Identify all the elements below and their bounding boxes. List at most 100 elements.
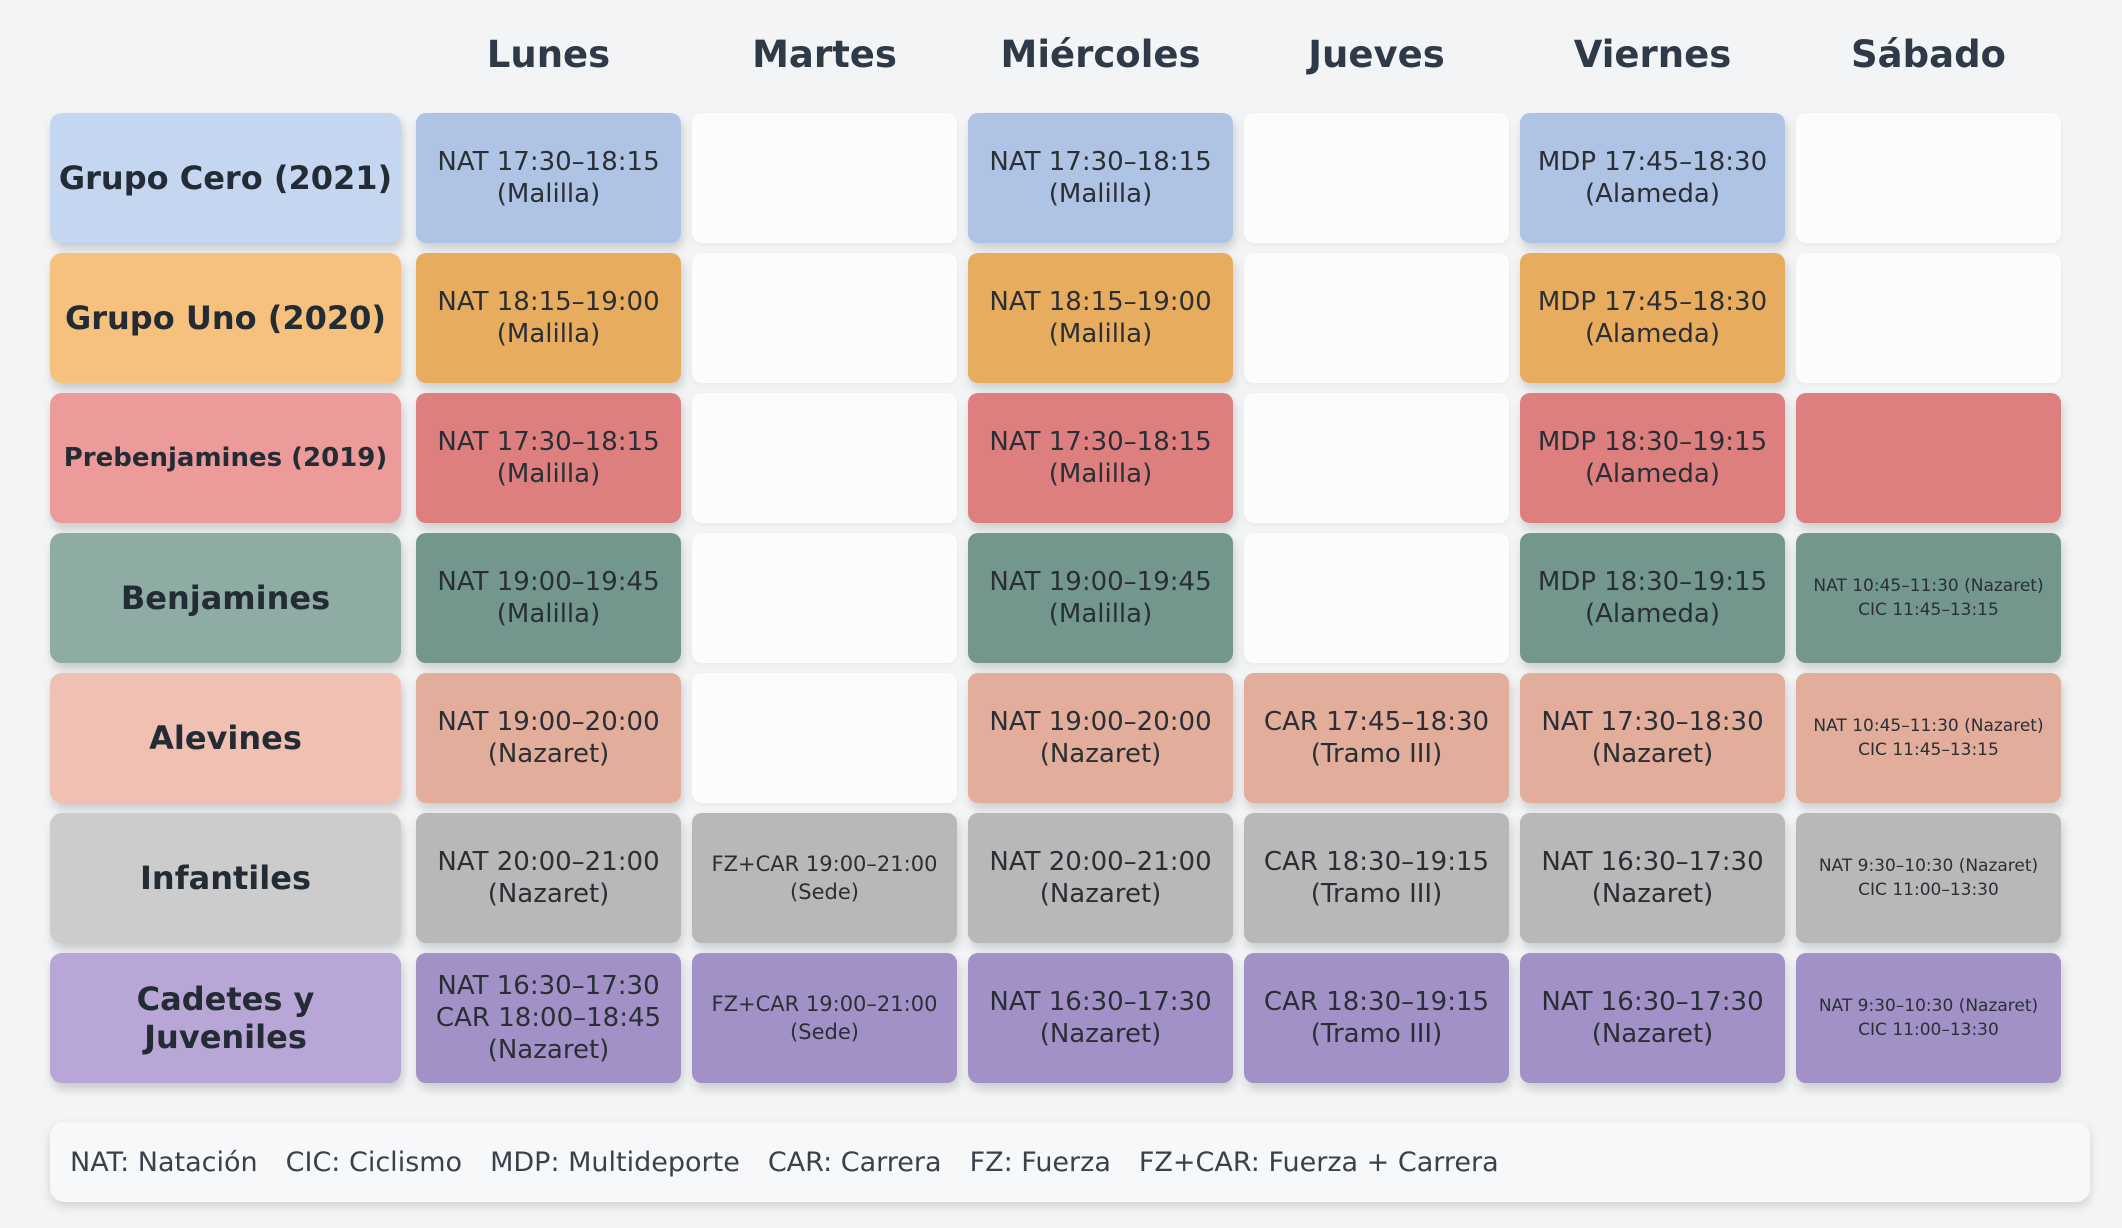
session-slot: NAT 19:00–19:45 (Malilla) — [416, 533, 681, 663]
session-text: NAT 9:30–10:30 (Nazaret) — [1818, 856, 2039, 876]
session-text: (Sede) — [790, 1020, 859, 1044]
session-text: NAT 19:00–19:45 — [989, 567, 1212, 597]
session-text: (Nazaret) — [1039, 1019, 1162, 1049]
session-text: NAT 17:30–18:15 — [437, 147, 660, 177]
session-slot: CAR 18:30–19:15 (Tramo III) — [1244, 953, 1509, 1083]
empty-slot — [692, 393, 957, 523]
session-text: (Malilla) — [496, 319, 601, 349]
session-text: (Nazaret) — [1591, 879, 1714, 909]
session-text: (Nazaret) — [1039, 739, 1162, 769]
day-header-3: Jueves — [1308, 32, 1445, 76]
empty-slot — [1796, 113, 2061, 243]
group-row: Grupo Cero (2021) NAT 17:30–18:15 (Malilla… — [0, 113, 2122, 243]
session-slot: NAT 16:30–17:30 (Nazaret) — [1520, 813, 1785, 943]
day-header-5: Sábado — [1851, 32, 2006, 76]
session-text: NAT 18:15–19:00 — [437, 287, 660, 317]
session-slot: NAT 19:00–20:00 (Nazaret) — [968, 673, 1233, 803]
session-slot: MDP 17:45–18:30 (Alameda) — [1520, 253, 1785, 383]
group-label: Cadetes y Juveniles — [50, 953, 401, 1083]
session-text: FZ+CAR 19:00–21:00 — [711, 852, 938, 876]
session-text: (Nazaret) — [1591, 1019, 1714, 1049]
session-slot: NAT 16:30–17:30 CAR 18:00–18:45 (Nazaret) — [416, 953, 681, 1083]
session-text: (Alameda) — [1585, 459, 1720, 489]
session-text: NAT 17:30–18:15 — [989, 147, 1212, 177]
empty-slot — [1244, 253, 1509, 383]
group-row: Cadetes y Juveniles NAT 16:30–17:30 CAR 18… — [0, 953, 2122, 1083]
day-header-0: Lunes — [486, 32, 611, 76]
session-slot: FZ+CAR 19:00–21:00 (Sede) — [692, 813, 957, 943]
group-row: Benjamines NAT 19:00–19:45 (Malilla) NAT 19… — [0, 533, 2122, 663]
empty-slot — [1244, 393, 1509, 523]
session-slot: NAT 19:00–19:45 (Malilla) — [968, 533, 1233, 663]
session-text: CIC 11:45–13:15 — [1858, 600, 1999, 620]
session-slot: NAT 17:30–18:15 (Malilla) — [968, 393, 1233, 523]
session-text: NAT 16:30–17:30 — [989, 987, 1212, 1017]
session-text: (Nazaret) — [487, 1035, 610, 1065]
legend-item: NAT: Natación — [70, 1146, 258, 1178]
session-slot: NAT 10:45–11:30 (Nazaret) CIC 11:45–13:15 — [1796, 533, 2061, 663]
session-text: MDP 17:45–18:30 — [1537, 287, 1768, 317]
group-label: Infantiles — [50, 813, 401, 943]
session-text: (Malilla) — [1048, 599, 1153, 629]
legend-item: MDP: Multideporte — [490, 1146, 740, 1178]
session-text: MDP 18:30–19:15 — [1537, 427, 1768, 457]
session-text: NAT 16:30–17:30 — [1541, 987, 1764, 1017]
session-text: NAT 20:00–21:00 — [437, 847, 660, 877]
session-slot: NAT 19:00–20:00 (Nazaret) — [416, 673, 681, 803]
session-text: (Malilla) — [496, 459, 601, 489]
session-slot: MDP 18:30–19:15 (Alameda) — [1520, 393, 1785, 523]
session-slot: NAT 10:45–11:30 (Nazaret) CIC 11:45–13:15 — [1796, 673, 2061, 803]
session-text: NAT 16:30–17:30 — [1541, 847, 1764, 877]
legend-item: CIC: Ciclismo — [285, 1146, 463, 1178]
session-text: (Malilla) — [1048, 459, 1153, 489]
session-text: CIC 11:00–13:30 — [1858, 880, 1999, 900]
session-text: NAT 18:15–19:00 — [989, 287, 1212, 317]
session-text: NAT 10:45–11:30 (Nazaret) — [1813, 716, 2044, 736]
session-slot: MDP 18:30–19:15 (Alameda) — [1520, 533, 1785, 663]
group-row: Infantiles NAT 20:00–21:00 (Nazaret) FZ+CAR… — [0, 813, 2122, 943]
session-text: NAT 16:30–17:30 — [437, 971, 660, 1001]
session-slot: NAT 9:30–10:30 (Nazaret) CIC 11:00–13:30 — [1796, 953, 2061, 1083]
session-text: NAT 19:00–20:00 — [437, 707, 660, 737]
session-text: (Alameda) — [1585, 599, 1720, 629]
session-text: NAT 20:00–21:00 — [989, 847, 1212, 877]
session-text: CIC 11:45–13:15 — [1858, 740, 1999, 760]
group-row: Prebenjamines (2019) NAT 17:30–18:15 (Mali… — [0, 393, 2122, 523]
session-text: (Malilla) — [496, 179, 601, 209]
session-text: MDP 17:45–18:30 — [1537, 147, 1768, 177]
empty-slot — [692, 253, 957, 383]
session-slot: NAT 18:15–19:00 (Malilla) — [416, 253, 681, 383]
session-slot: NAT 17:30–18:15 (Malilla) — [416, 113, 681, 243]
session-text: (Malilla) — [1048, 179, 1153, 209]
session-text: (Nazaret) — [1591, 739, 1714, 769]
session-slot: NAT 17:30–18:15 (Malilla) — [968, 113, 1233, 243]
session-text: NAT 19:00–19:45 — [437, 567, 660, 597]
group-label: Prebenjamines (2019) — [50, 393, 401, 523]
empty-slot — [692, 673, 957, 803]
session-slot: NAT 20:00–21:00 (Nazaret) — [968, 813, 1233, 943]
session-slot: NAT 9:30–10:30 (Nazaret) CIC 11:00–13:30 — [1796, 813, 2061, 943]
session-text: NAT 19:00–20:00 — [989, 707, 1212, 737]
empty-slot — [1244, 113, 1509, 243]
session-text: (Malilla) — [496, 599, 601, 629]
session-slot: NAT 16:30–17:30 (Nazaret) — [968, 953, 1233, 1083]
session-text: (Alameda) — [1585, 179, 1720, 209]
session-text: NAT 17:30–18:15 — [437, 427, 660, 457]
session-text: CAR 18:30–19:15 — [1263, 987, 1490, 1017]
session-text: FZ+CAR 19:00–21:00 — [711, 992, 938, 1016]
group-label: Grupo Cero (2021) — [50, 113, 401, 243]
session-slot: CAR 17:45–18:30 (Tramo III) — [1244, 673, 1509, 803]
session-text: (Nazaret) — [487, 879, 610, 909]
session-text: (Malilla) — [1048, 319, 1153, 349]
session-slot: NAT 20:00–21:00 (Nazaret) — [416, 813, 681, 943]
legend-item: FZ+CAR: Fuerza + Carrera — [1138, 1146, 1499, 1178]
session-text: CIC 11:00–13:30 — [1858, 1020, 1999, 1040]
empty-slot — [1244, 533, 1509, 663]
legend-item: FZ: Fuerza — [969, 1146, 1111, 1178]
session-text: (Alameda) — [1585, 319, 1720, 349]
legend-item: CAR: Carrera — [767, 1146, 942, 1178]
session-slot: CAR 18:30–19:15 (Tramo III) — [1244, 813, 1509, 943]
group-label: Grupo Uno (2020) — [50, 253, 401, 383]
empty-slot — [692, 113, 957, 243]
